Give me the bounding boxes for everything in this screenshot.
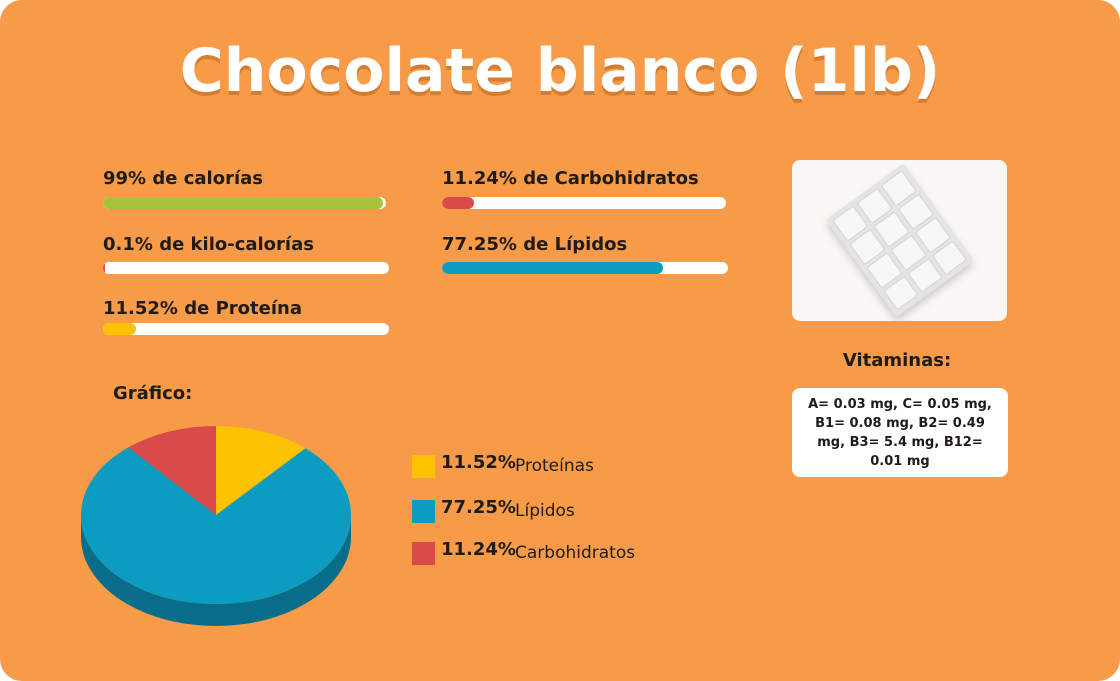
legend-value: 77.25% (441, 497, 516, 518)
page-title: Chocolate blanco (1lb) (179, 36, 941, 106)
legend-value: 11.24% (441, 539, 516, 560)
pie-slice-proteínas (216, 426, 306, 515)
legend-swatch (412, 542, 435, 565)
bar-fill-lipidos (442, 262, 663, 274)
bar-track-kilocalorias (103, 262, 389, 274)
bar-fill-calorias (103, 197, 384, 209)
bar-label-lipidos: 77.25% de Lípidos (442, 234, 628, 255)
pie-slice-lípidos (80, 447, 351, 604)
white-chocolate-bar-icon (827, 164, 973, 316)
legend-value: 11.52% (441, 452, 516, 473)
pie-chart (80, 426, 351, 626)
vitamins-text: A= 0.03 mg, C= 0.05 mg, B1= 0.08 mg, B2=… (808, 396, 992, 469)
vitamins-title: Vitaminas: (842, 350, 952, 371)
bar-fill-proteina (103, 323, 136, 335)
bar-fill-kilocalorias (103, 262, 105, 274)
pie-slice-carbohidratos (128, 426, 216, 515)
bar-label-calorias: 99% de calorías (103, 168, 263, 189)
bar-label-kilocalorias: 0.1% de kilo-calorías (103, 234, 314, 255)
bar-label-carbohidratos: 11.24% de Carbohidratos (442, 168, 699, 189)
legend-label: Carbohidratos (515, 543, 636, 563)
pie-side-lípidos (81, 515, 351, 626)
bar-track-carbohidratos (442, 197, 726, 209)
vitamins-box: A= 0.03 mg, C= 0.05 mg, B1= 0.08 mg, B2=… (792, 388, 1008, 477)
legend-swatch (412, 500, 435, 523)
bar-track-lipidos (442, 262, 728, 274)
legend-swatch (412, 455, 435, 478)
chart-label: Gráfico: (113, 383, 193, 404)
legend-label: Lípidos (515, 501, 575, 521)
legend-label: Proteínas (515, 456, 594, 476)
bar-label-proteina: 11.52% de Proteína (103, 298, 302, 319)
bar-track-calorias (103, 197, 386, 209)
bar-track-proteina (103, 323, 389, 335)
product-image-card (792, 160, 1007, 321)
bar-fill-carbohidratos (442, 197, 474, 209)
